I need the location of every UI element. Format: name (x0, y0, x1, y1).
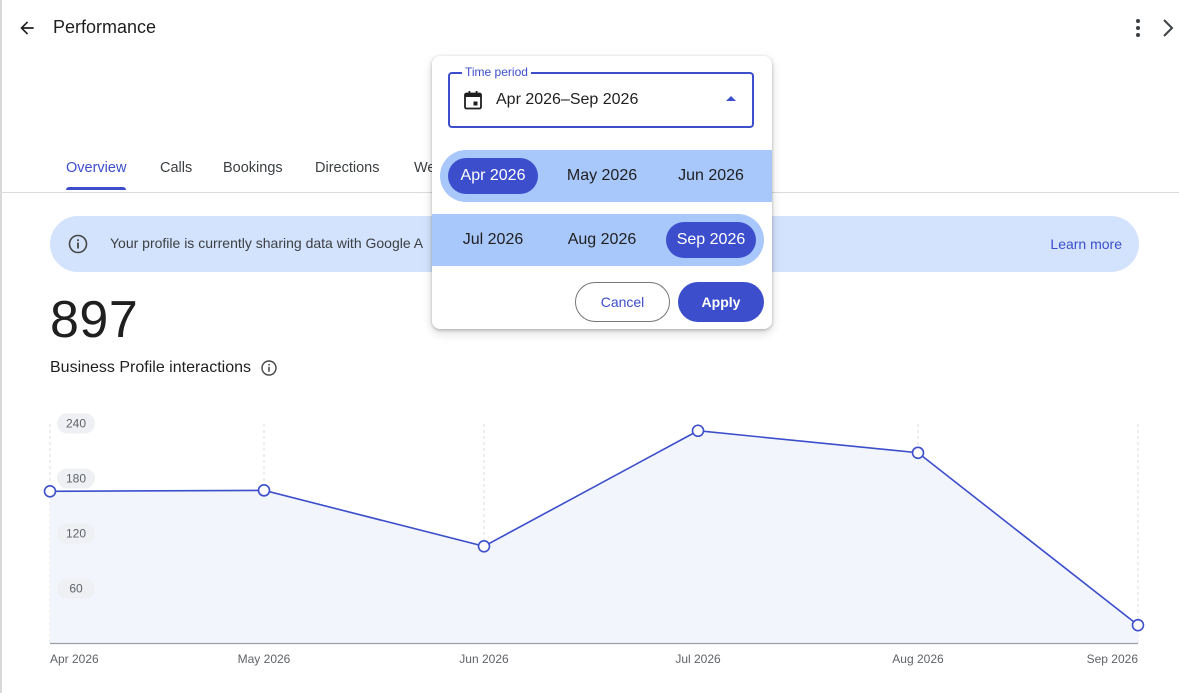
learn-more-link[interactable]: Learn more (1050, 236, 1122, 252)
month-aug-2026[interactable]: Aug 2026 (567, 231, 637, 248)
y-tick-pill (57, 468, 95, 489)
top-app-bar: Performance (0, 0, 1179, 56)
tab-website[interactable]: We (414, 160, 436, 176)
apply-button[interactable]: Apply (678, 282, 764, 322)
data-point (477, 539, 491, 553)
month-may-2026[interactable]: May 2026 (566, 167, 638, 184)
info-icon (68, 234, 88, 254)
tab-overview[interactable]: Overview (66, 160, 127, 176)
series-line (49, 429, 1139, 626)
active-tab-indicator (66, 187, 126, 190)
back-button[interactable] (14, 14, 40, 42)
cancel-button[interactable]: Cancel (575, 282, 670, 322)
month-sep-2026[interactable]: Sep 2026 (666, 222, 756, 258)
metric-label-text: Business Profile interactions (50, 359, 251, 376)
data-point (691, 424, 705, 438)
month-row-1: Apr 2026 May 2026 Jun 2026 (432, 150, 772, 202)
metric-label: Business Profile interactions (50, 359, 278, 377)
month-row-2: Jul 2026 Aug 2026 Sep 2026 (432, 214, 772, 266)
y-tick-pill (57, 578, 95, 599)
x-tick-label: Jun 2026 (459, 652, 509, 666)
more-options-button[interactable] (1126, 14, 1150, 42)
month-apr-2026[interactable]: Apr 2026 (448, 158, 538, 194)
banner-message: Your profile is currently sharing data w… (110, 235, 424, 251)
calendar-icon (464, 91, 482, 110)
y-tick-pill (57, 523, 95, 544)
month-jul-2026[interactable]: Jul 2026 (462, 231, 524, 248)
more-vert-icon (1136, 19, 1140, 37)
data-point (911, 446, 925, 460)
y-tick-label: 120 (66, 526, 86, 540)
time-period-field[interactable]: Time period Apr 2026–Sep 2026 (448, 65, 754, 128)
info-icon[interactable] (260, 359, 278, 377)
y-tick-pill (57, 413, 95, 434)
tab-bookings[interactable]: Bookings (223, 160, 283, 176)
data-point (257, 484, 271, 497)
page-title: Performance (53, 17, 157, 37)
tab-directions[interactable]: Directions (315, 160, 380, 176)
dropdown-arrow-icon (726, 96, 736, 101)
data-point (1131, 618, 1145, 632)
data-point (43, 484, 57, 498)
y-tick-label: 180 (66, 471, 86, 485)
arrow-back-icon (20, 21, 34, 35)
month-jun-2026[interactable]: Jun 2026 (678, 167, 744, 184)
area-fill (50, 430, 1138, 644)
window-edge (0, 0, 2, 693)
x-tick-label: Apr 2026 (50, 652, 99, 666)
next-button[interactable] (1162, 14, 1179, 42)
y-tick-label: 60 (69, 581, 83, 595)
time-period-dialog: Time period Apr 2026–Sep 2026 Apr 2026 M… (432, 56, 772, 329)
tab-calls[interactable]: Calls (160, 160, 193, 176)
x-tick-label: Aug 2026 (892, 652, 944, 666)
x-tick-label: Sep 2026 (1087, 652, 1139, 666)
time-period-value: Apr 2026–Sep 2026 (496, 91, 639, 108)
chevron-right-icon (1163, 19, 1174, 37)
y-tick-label: 240 (66, 416, 86, 430)
field-label: Time period (462, 65, 531, 79)
x-tick-label: May 2026 (238, 652, 291, 666)
interactions-total: 897 (50, 291, 139, 349)
interactions-chart: 60 120 180 240 Apr 2026 May 2026 Jun 2026 Jul 2… (43, 413, 1145, 666)
x-tick-label: Jul 2026 (675, 652, 721, 666)
